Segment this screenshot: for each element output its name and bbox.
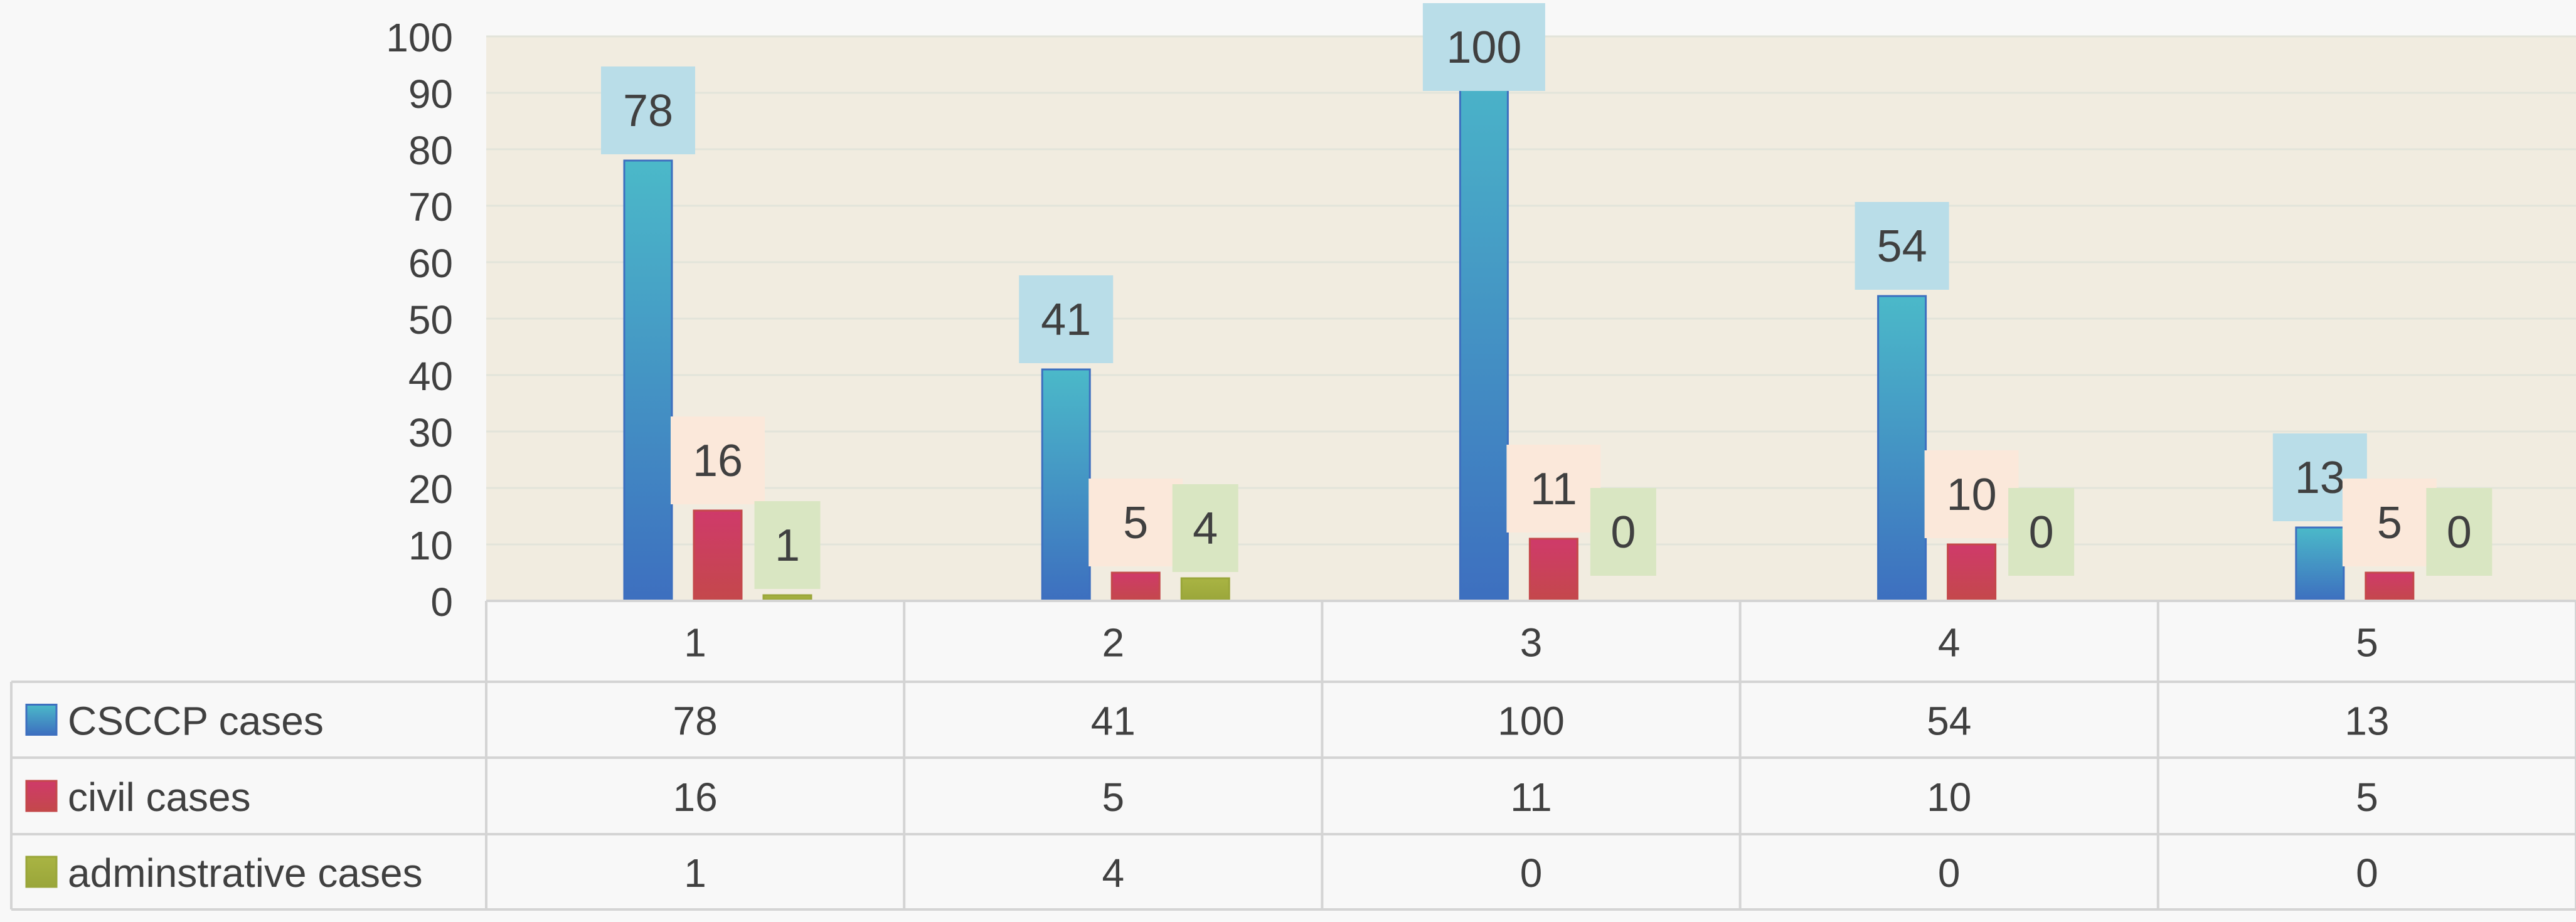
y-tick-label: 70 bbox=[408, 184, 453, 230]
y-tick-label: 90 bbox=[408, 72, 453, 117]
data-label-box bbox=[1088, 479, 1183, 566]
data-label-box bbox=[1506, 445, 1601, 533]
data-label: 13 bbox=[2295, 453, 2345, 503]
legend-swatch bbox=[25, 856, 58, 888]
table-cell: 1 bbox=[684, 850, 706, 896]
data-label: 5 bbox=[1123, 498, 1148, 548]
data-label: 0 bbox=[2447, 507, 2472, 558]
y-tick-label: 0 bbox=[430, 580, 453, 625]
y-tick-label: 30 bbox=[408, 410, 453, 455]
bar-1-1 bbox=[623, 159, 673, 602]
y-tick-label: 100 bbox=[386, 15, 453, 60]
data-label: 10 bbox=[1947, 470, 1997, 520]
data-label-box bbox=[601, 66, 695, 154]
table-cell: 13 bbox=[2344, 699, 2389, 744]
data-label-box bbox=[1855, 202, 1949, 290]
bars bbox=[623, 35, 2415, 602]
table-cell: 5 bbox=[1102, 775, 1125, 820]
table-cell: 4 bbox=[1102, 850, 1125, 896]
data-label: 41 bbox=[1041, 295, 1091, 345]
x-tick-label: 5 bbox=[2356, 620, 2378, 665]
data-label-box bbox=[2426, 488, 2493, 576]
data-label: 0 bbox=[1610, 507, 1636, 558]
x-tick-label: 1 bbox=[684, 620, 706, 665]
table-cell: 11 bbox=[1510, 775, 1551, 820]
bar-2-3 bbox=[1528, 538, 1578, 602]
data-label: 100 bbox=[1446, 23, 1521, 73]
data-label: 4 bbox=[1193, 504, 1218, 554]
table-cell: 0 bbox=[1520, 850, 1543, 896]
table-cell: 41 bbox=[1091, 699, 1136, 744]
bar-1-2 bbox=[1041, 368, 1091, 602]
legend-entry: CSCCP cases bbox=[68, 699, 324, 744]
table-cell: 5 bbox=[2356, 775, 2378, 820]
y-tick-label: 80 bbox=[408, 128, 453, 173]
data-label-box bbox=[1590, 488, 1656, 576]
data-label: 16 bbox=[693, 436, 743, 486]
y-tick-label: 10 bbox=[408, 523, 453, 568]
data-label-box bbox=[1422, 3, 1545, 91]
y-tick-label: 60 bbox=[408, 241, 453, 286]
bar-1-3 bbox=[1459, 35, 1509, 602]
data-label: 78 bbox=[623, 86, 673, 136]
legend-entry: adminstrative cases bbox=[68, 850, 423, 896]
x-tick-label: 3 bbox=[1520, 620, 1543, 665]
bar-1-5 bbox=[2295, 526, 2345, 602]
bar-1-4 bbox=[1877, 295, 1927, 602]
bar-2-5 bbox=[2365, 571, 2415, 602]
bar-3-2 bbox=[1180, 577, 1230, 602]
data-label-box bbox=[1924, 450, 2019, 538]
x-tick-label: 4 bbox=[1938, 620, 1961, 665]
table-cell: 10 bbox=[1927, 775, 1971, 820]
data-label: 11 bbox=[1530, 464, 1577, 514]
legend-entry: civil cases bbox=[68, 775, 251, 820]
y-tick-label: 50 bbox=[408, 297, 453, 342]
table-cell: 16 bbox=[673, 775, 718, 820]
data-label: 1 bbox=[775, 521, 800, 571]
y-tick-label: 40 bbox=[408, 354, 453, 399]
table-cell: 0 bbox=[1938, 850, 1961, 896]
x-tick-label: 2 bbox=[1102, 620, 1125, 665]
y-tick-label: 20 bbox=[408, 467, 453, 512]
bar-2-4 bbox=[1947, 543, 1997, 602]
data-label: 54 bbox=[1877, 221, 1927, 272]
y-axis: 0 10 20 30 40 50 60 70 80 90 100 bbox=[386, 15, 453, 625]
table-cell: 78 bbox=[673, 699, 718, 744]
table-cell: 100 bbox=[1498, 699, 1565, 744]
bar-2-2 bbox=[1110, 571, 1161, 602]
data-label-box bbox=[2008, 488, 2075, 576]
data-label: 5 bbox=[2377, 498, 2402, 548]
data-label-box bbox=[2342, 479, 2437, 566]
data-label-box bbox=[754, 501, 821, 589]
data-label: 0 bbox=[2029, 507, 2054, 558]
data-label-box bbox=[1172, 484, 1238, 572]
legend-swatch bbox=[25, 780, 58, 812]
data-label-box bbox=[671, 416, 765, 504]
data-label-box bbox=[1019, 275, 1114, 363]
bar-2-1 bbox=[693, 509, 743, 602]
legend-swatch bbox=[25, 704, 58, 736]
table-cell: 0 bbox=[2356, 850, 2378, 896]
table-cell: 54 bbox=[1927, 699, 1971, 744]
